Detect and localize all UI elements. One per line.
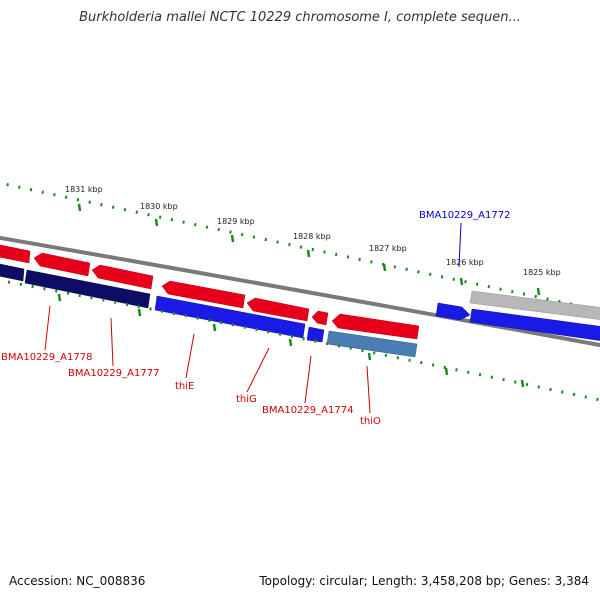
- leader-line-A1777: [110, 317, 114, 367]
- leader-line-thiE: [185, 333, 195, 379]
- gene-forward-thiO[interactable]: [331, 313, 420, 340]
- gene-forward-2[interactable]: [33, 252, 91, 277]
- gene-reverse-A1772[interactable]: [435, 302, 471, 321]
- outer-scale-ring: [0, 181, 600, 312]
- kbp-tick: [306, 249, 311, 258]
- kbp-tick: [382, 263, 387, 272]
- gene-reverse-dark-1[interactable]: [0, 263, 25, 282]
- chromosome-backbone: [0, 235, 600, 348]
- kbp-tick: [154, 218, 159, 227]
- kbp-label-1829: 1829 kbp: [217, 217, 255, 226]
- kbp-tick: [459, 277, 464, 286]
- inner-scale-ring: [7, 280, 600, 402]
- leader-line-thiO: [366, 365, 371, 414]
- gene-forward-thiE[interactable]: [161, 280, 246, 309]
- gene-label-thiE[interactable]: thiE: [175, 381, 194, 392]
- kbp-labels: 1831 kbp 1830 kbp 1829 kbp 1828 kbp 1827…: [65, 185, 561, 277]
- gene-label-A1772[interactable]: BMA10229_A1772: [419, 210, 510, 221]
- leader-line-A1778: [44, 305, 51, 351]
- gene-forward-A1774[interactable]: [311, 310, 329, 326]
- gene-reverse-right[interactable]: [469, 308, 600, 341]
- gene-forward-3[interactable]: [91, 264, 154, 290]
- kbp-label-1828: 1828 kbp: [293, 232, 331, 241]
- gene-reverse-steel[interactable]: [326, 330, 418, 358]
- gene-forward-1[interactable]: [0, 244, 31, 264]
- kbp-label-1826: 1826 kbp: [446, 258, 484, 267]
- gene-reverse-dark-2[interactable]: [24, 269, 151, 309]
- gene-forward-thiG[interactable]: [246, 297, 310, 322]
- kbp-label-1830: 1830 kbp: [140, 202, 178, 211]
- leader-line-thiG: [246, 347, 270, 393]
- gene-label-thiO[interactable]: thiO: [360, 416, 381, 427]
- gene-label-A1778[interactable]: BMA10229_A1778: [1, 352, 92, 363]
- leader-lines: [44, 222, 462, 414]
- kbp-tick: [230, 234, 235, 243]
- gene-label-A1774[interactable]: BMA10229_A1774: [262, 405, 353, 416]
- leader-line-A1772: [458, 222, 462, 268]
- leader-line-A1774: [304, 355, 312, 404]
- gene-label-A1777[interactable]: BMA10229_A1777: [68, 368, 159, 379]
- gene-label-thiG[interactable]: thiG: [236, 394, 257, 405]
- accession-text: Accession: NC_008836: [9, 574, 146, 588]
- gene-reverse-blue-2[interactable]: [306, 326, 325, 343]
- map-title: Burkholderia mallei NCTC 10229 chromosom…: [79, 10, 521, 25]
- kbp-label-1831: 1831 kbp: [65, 185, 103, 194]
- kbp-label-1825: 1825 kbp: [523, 268, 561, 277]
- gene-labels: BMA10229_A1772 BMA10229_A1778 BMA10229_A…: [1, 210, 510, 427]
- kbp-tick: [536, 287, 541, 296]
- kbp-label-1827: 1827 kbp: [369, 244, 407, 253]
- genome-summary-text: Topology: circular; Length: 3,458,208 bp…: [259, 574, 589, 588]
- reverse-strand-genes: [0, 263, 600, 358]
- kbp-tick: [77, 203, 82, 212]
- kbp-major-ticks: [77, 203, 541, 296]
- forward-strand-genes: [0, 244, 420, 340]
- gene-other-gray[interactable]: [469, 290, 600, 320]
